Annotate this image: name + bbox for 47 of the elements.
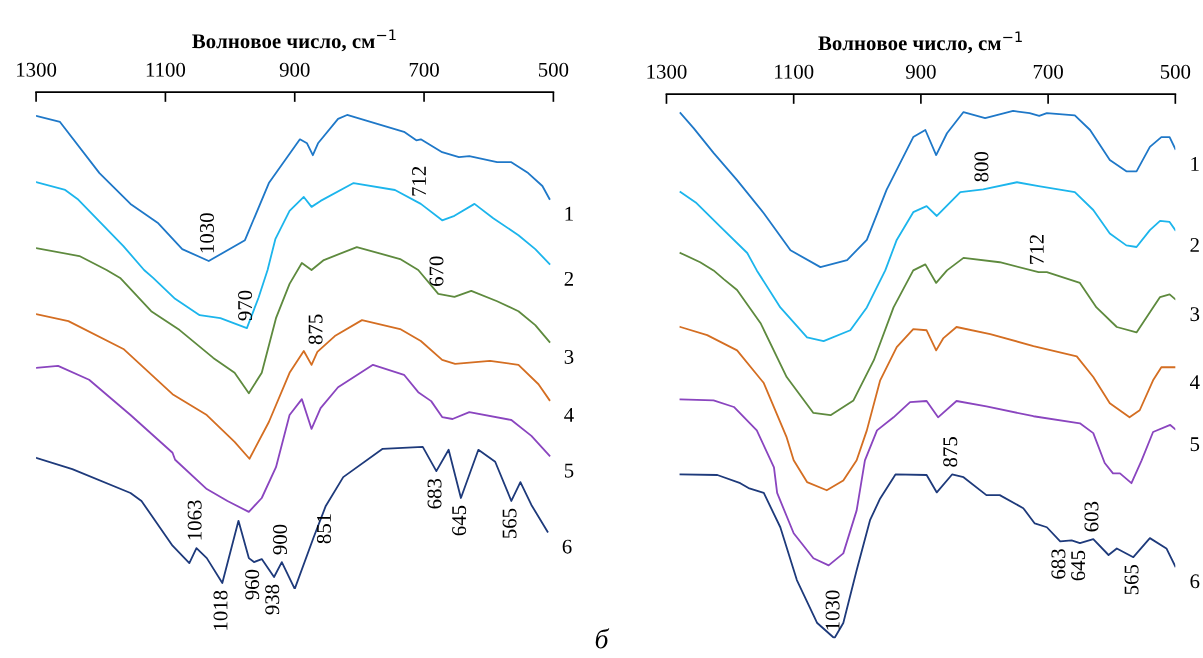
series-label: 6 <box>562 539 572 554</box>
x-tick-label: 1300 <box>17 62 57 77</box>
x-axis-title: Волновое число, см$^{−1}$ <box>192 29 396 52</box>
annotation: 875 <box>943 437 958 467</box>
series-label: 3 <box>564 349 574 364</box>
x-tick-label: 900 <box>905 64 936 79</box>
x-tick-label: 700 <box>1033 64 1063 79</box>
series-label: 1 <box>1191 156 1199 171</box>
annotation: 900 <box>272 524 288 555</box>
x-axis-title: Волновое число, см$^{−1}$ <box>818 31 1022 54</box>
x-tick-label: 700 <box>409 62 439 77</box>
series-label: 4 <box>564 408 574 422</box>
series-label: 2 <box>1190 238 1199 252</box>
annotation: 712 <box>412 166 426 196</box>
series-label: 5 <box>564 463 574 478</box>
annotation: 1018 <box>213 590 228 630</box>
series-label: 4 <box>1189 375 1200 389</box>
annotation: 565 <box>1124 564 1139 595</box>
series-label: 5 <box>1190 437 1200 452</box>
annotation: 970 <box>238 290 253 321</box>
annotation: 938 <box>265 584 280 615</box>
annotation: 645 <box>1071 550 1086 581</box>
series-label: 2 <box>564 271 573 286</box>
annotation: 670 <box>429 256 444 286</box>
x-tick-label: 500 <box>538 62 569 77</box>
annotation: 683 <box>1051 549 1066 579</box>
text: б <box>595 628 610 649</box>
annotation: 1030 <box>825 590 840 630</box>
annotation: 1063 <box>187 500 202 540</box>
annotation: 851 <box>316 514 331 544</box>
annotation: 1030 <box>199 213 214 253</box>
x-tick-label: 500 <box>1160 64 1191 79</box>
annotation: 565 <box>502 508 517 538</box>
series-label: 3 <box>1190 307 1200 322</box>
annotation: 683 <box>427 478 442 509</box>
series-label: 6 <box>1190 574 1200 589</box>
x-tick-label: 900 <box>279 62 310 77</box>
x-tick-label: 1100 <box>146 62 186 77</box>
annotation: 712 <box>1029 234 1044 264</box>
annotation: 800 <box>974 151 989 182</box>
annotation: 960 <box>245 569 260 600</box>
annotation: 603 <box>1084 501 1099 532</box>
annotation: 875 <box>308 314 323 345</box>
x-tick-label: 1300 <box>647 64 687 79</box>
series-label: 1 <box>565 206 573 221</box>
x-tick-label: 1100 <box>775 64 814 79</box>
annotation: 645 <box>452 505 467 536</box>
